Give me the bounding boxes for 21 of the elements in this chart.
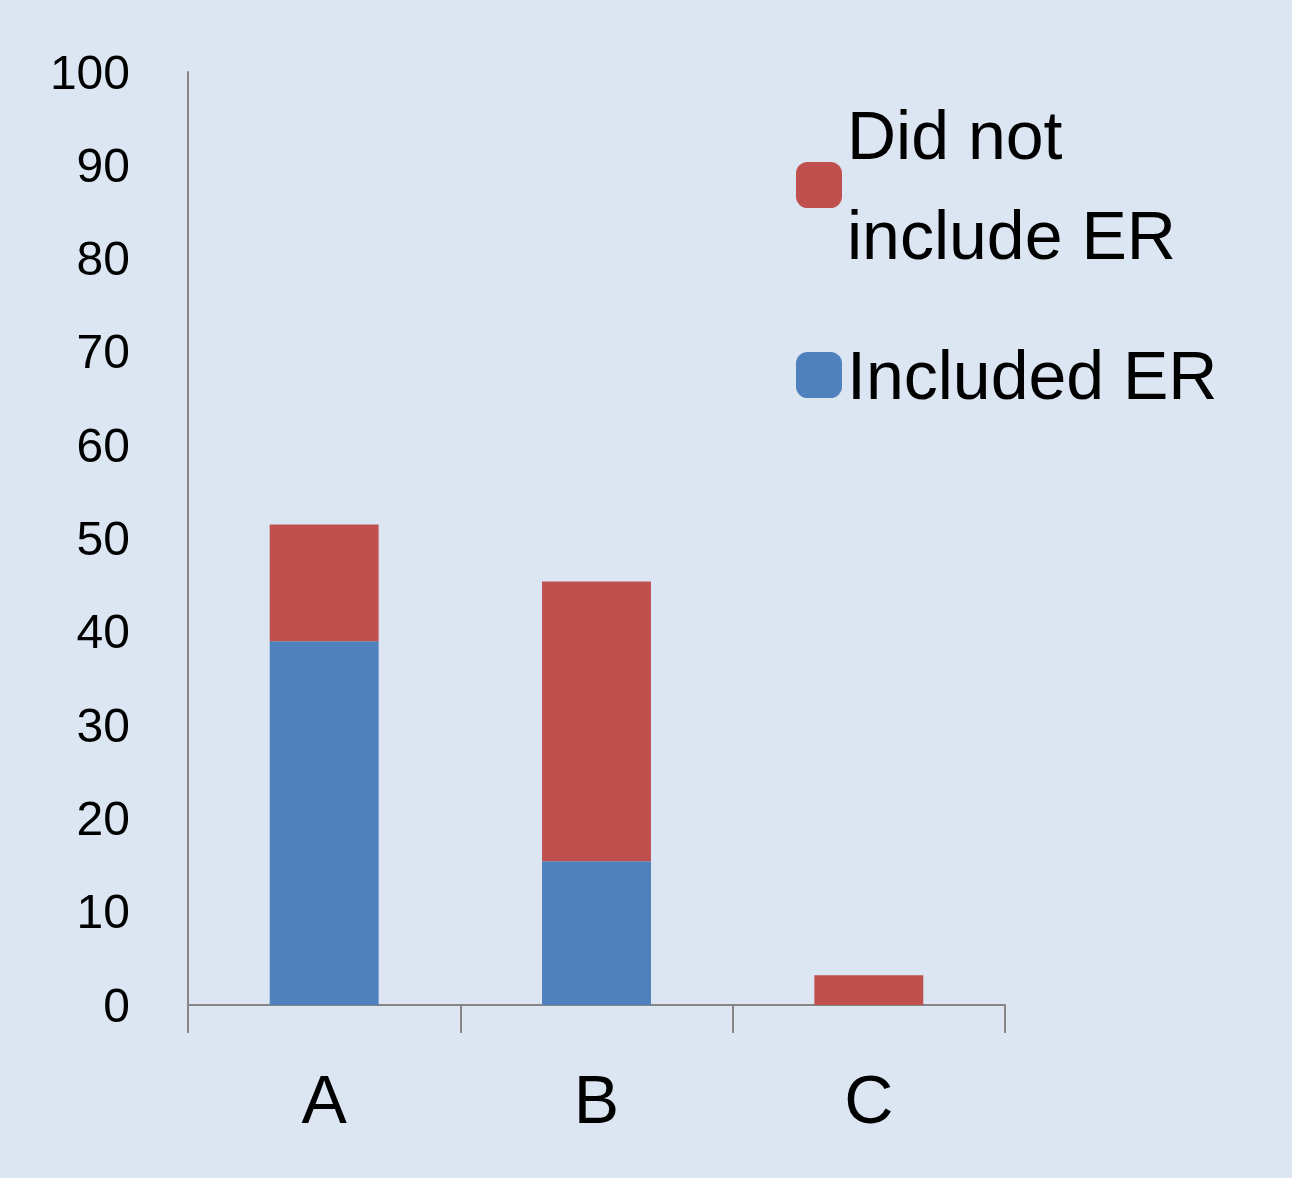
x-tick-label: B [573,1061,620,1137]
bar [269,641,379,1005]
x-tick-label: C [844,1061,894,1137]
y-tick-label: 0 [103,978,130,1032]
y-tick-label: 10 [76,885,130,939]
legend-label: Did not include ER [847,97,1176,273]
y-tick-label: 30 [76,698,130,752]
bar [814,975,924,1005]
y-tick-label: 70 [76,325,130,379]
y-tick-label: 90 [76,138,130,192]
y-tick-label: 80 [76,232,130,286]
y-tick-label: 100 [49,45,130,99]
bar [269,524,379,642]
legend-label: Included ER [847,337,1218,413]
x-tick-label: A [301,1061,348,1137]
y-tick-label: 20 [76,791,130,845]
y-tick-label: 40 [76,605,130,659]
bar [542,861,651,1005]
y-tick-label: 60 [76,418,130,472]
y-tick-label: 50 [76,512,130,565]
bar [542,581,651,862]
